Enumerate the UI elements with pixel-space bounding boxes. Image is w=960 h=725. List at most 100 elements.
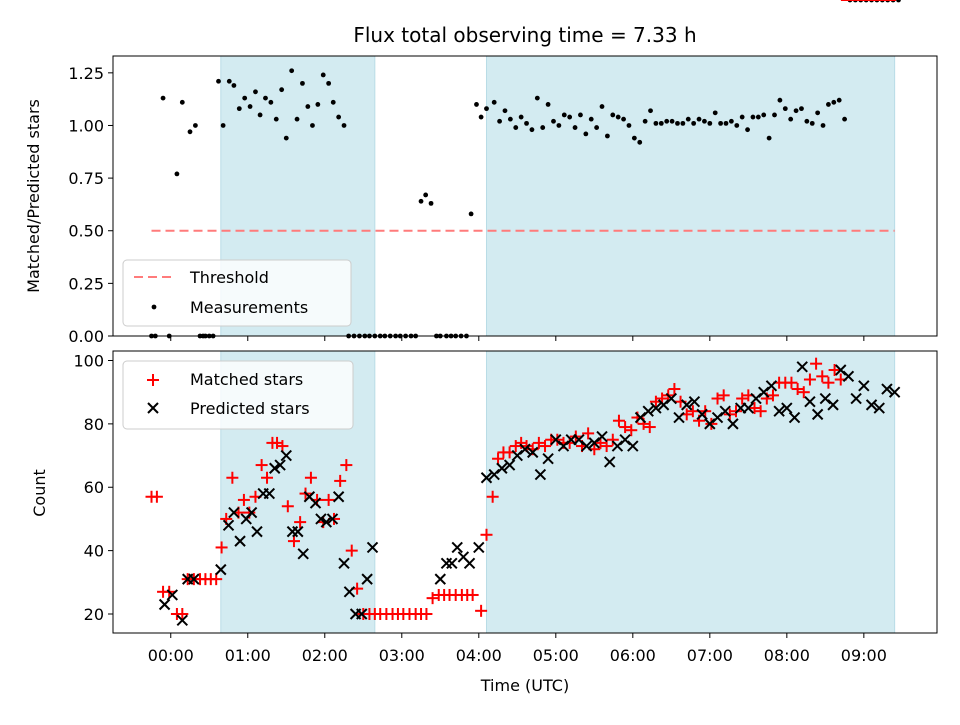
top-legend-box [122,259,352,327]
matched-star-point [345,544,358,557]
measurement-point [782,106,788,112]
x-tick-label: 05:00 [533,646,579,665]
x-tick-label: 00:00 [148,646,194,665]
predicted-star-point [188,573,200,585]
predicted-star-point [842,370,855,383]
predicted-star-point [627,440,639,452]
predicted-star-point [526,446,539,459]
x-tick-label: 01:00 [225,646,271,665]
predicted-stars-series [158,361,901,627]
y-tick-label: 0.75 [68,169,104,188]
matched-star-point [226,471,239,484]
measurement-point [220,123,226,128]
measurement-point [605,133,610,139]
measurement-point [174,171,180,177]
predicted-star-point [158,598,171,611]
predicted-star-point [269,462,281,474]
predicted-star-point [366,541,379,554]
predicted-star-point [642,405,654,417]
measurement-point [268,99,274,105]
measurement-point [669,118,675,124]
measurement-point [216,78,221,84]
measurement-point [653,120,659,126]
matched-star-point [668,383,681,396]
measurement-point [723,120,729,126]
x-tick-label: 08:00 [764,646,810,665]
matched-star-point [322,493,335,506]
top-plot-area: 0.00 0.25 0.50 0.75 1.00 1.25 Matched/Predict… [24,0,938,346]
measurement-point [305,104,311,109]
measurement-point [696,116,702,122]
measurement-point [836,97,842,103]
matched-star-point [276,440,289,453]
measurement-point [418,198,424,204]
matched-star-point [828,364,841,377]
predicted-star-point [503,459,516,471]
predicted-star-point [580,440,593,452]
matched-star-point [426,592,439,605]
predicted-star-point [292,525,304,538]
matched-star-point [287,535,300,548]
measurement-point [428,200,434,206]
predicted-star-point [688,395,701,408]
measurement-point [750,114,756,120]
matched-star-point [294,516,307,529]
shaded-interval [485,350,896,634]
matched-star-point [766,389,779,402]
measurement-point [273,116,279,122]
matched-star-point [281,500,294,513]
measurement-point [310,123,315,128]
measurement-point [257,112,263,118]
matched-star-point [150,490,163,503]
matched-star-point [600,440,613,453]
measurement-point [491,99,497,105]
measurement-point [253,89,258,95]
measurement-point [193,123,198,128]
matched-star-point [215,541,228,554]
predicted-star-point [251,525,263,538]
matched-star-point [237,493,250,506]
predicted-star-point [215,563,227,576]
measurement-point [279,87,285,93]
matched-star-point [532,436,545,449]
top-x-axis-ticks [170,336,865,341]
matched-star-point [582,427,595,440]
top-legend: Threshold Measurements [122,259,352,327]
measurement-point [691,120,697,126]
measurement-point [599,104,605,109]
predicted-star-point [315,513,327,525]
measurements-legend-swatch [151,304,157,310]
predicted-star-point [796,361,808,373]
matched-star-point [816,370,829,383]
matched-star-point [466,588,479,601]
measurement-point [815,110,821,116]
shaded-interval [485,55,896,337]
matched-star-point [334,474,347,487]
measurement-point [179,99,185,105]
matched-star-point [822,376,835,389]
predicted-star-point [888,386,901,398]
measurement-point [529,127,535,133]
bottom-legend: Matched stars Predicted stars [122,360,354,430]
measurement-point [621,116,626,122]
matched-star-point [176,607,189,620]
matched-star-point [791,383,804,396]
measurement-point [567,114,573,120]
measurement-point [578,112,583,118]
y-tick-label: 1.00 [68,116,104,135]
x-tick-label: 06:00 [610,646,656,665]
measurement-point [478,114,484,120]
x-tick-label: 04:00 [456,646,502,665]
legend-label-measurements: Measurements [190,298,308,317]
measurement-point [518,114,524,120]
measurement-point [236,106,242,112]
measurement-point [626,123,632,128]
measurement-point [315,102,321,107]
measurement-point [572,125,578,130]
predicted-star-point [263,487,276,500]
predicted-star-point [742,402,755,414]
predicted-star-point [881,383,893,395]
measurement-point [615,114,621,120]
matched-star-point [803,373,816,386]
